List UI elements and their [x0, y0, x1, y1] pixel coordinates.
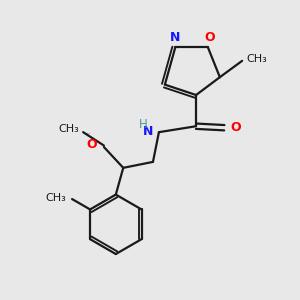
Text: H: H [139, 118, 148, 131]
Text: N: N [170, 31, 181, 44]
Text: O: O [87, 138, 98, 151]
Text: CH₃: CH₃ [58, 124, 79, 134]
Text: CH₃: CH₃ [45, 193, 66, 202]
Text: CH₃: CH₃ [247, 54, 267, 64]
Text: methoxy: methoxy [85, 133, 91, 134]
Text: O: O [204, 31, 215, 44]
Text: O: O [230, 121, 241, 134]
Text: N: N [143, 125, 154, 138]
